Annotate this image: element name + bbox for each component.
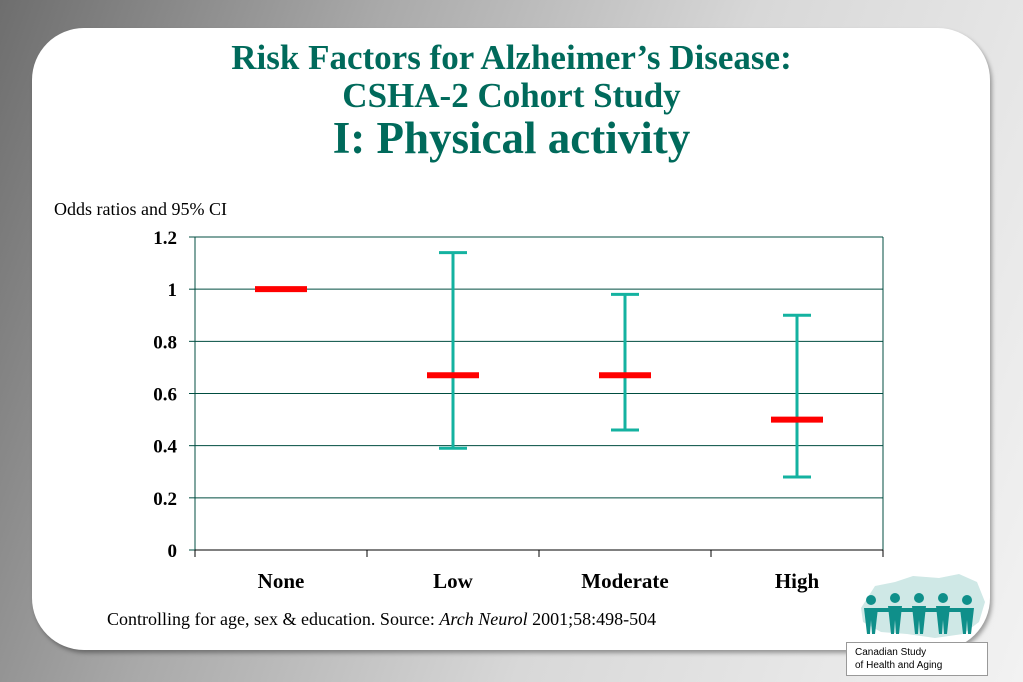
footnote-journal: Arch Neurol: [439, 609, 528, 629]
logo-caption: Canadian Study of Health and Aging: [846, 642, 988, 676]
logo-line-1: Canadian Study: [855, 647, 927, 658]
x-category-label: High: [775, 569, 820, 593]
x-category-label: Low: [433, 569, 474, 593]
slide-title: Risk Factors for Alzheimer’s Disease: CS…: [0, 40, 1023, 161]
x-category-label: None: [258, 569, 305, 593]
slide-card: [32, 28, 990, 650]
title-line-1: Risk Factors for Alzheimer’s Disease:: [231, 38, 792, 77]
y-axis-label: Odds ratios and 95% CI: [54, 199, 227, 219]
y-tick-label: 1: [168, 280, 178, 301]
footnote-prefix: Controlling for age, sex & education. So…: [107, 609, 440, 629]
footnote-citation: 2001;58:498-504: [527, 609, 657, 629]
title-line-2: CSHA-2 Cohort Study: [342, 76, 681, 115]
y-tick-label: 0: [168, 541, 178, 562]
title-line-3: I: Physical activity: [332, 113, 691, 163]
y-tick-label: 1.2: [153, 228, 177, 249]
footnote: Controlling for age, sex & education. So…: [107, 609, 656, 630]
x-category-label: Moderate: [581, 569, 668, 593]
y-tick-label: 0.8: [153, 332, 177, 353]
logo-line-2: of Health and Aging: [855, 660, 943, 671]
csha-logo-icon: [861, 574, 985, 638]
y-tick-label: 0.6: [153, 385, 177, 406]
y-tick-label: 0.4: [153, 437, 177, 458]
y-tick-label: 0.2: [153, 489, 177, 510]
